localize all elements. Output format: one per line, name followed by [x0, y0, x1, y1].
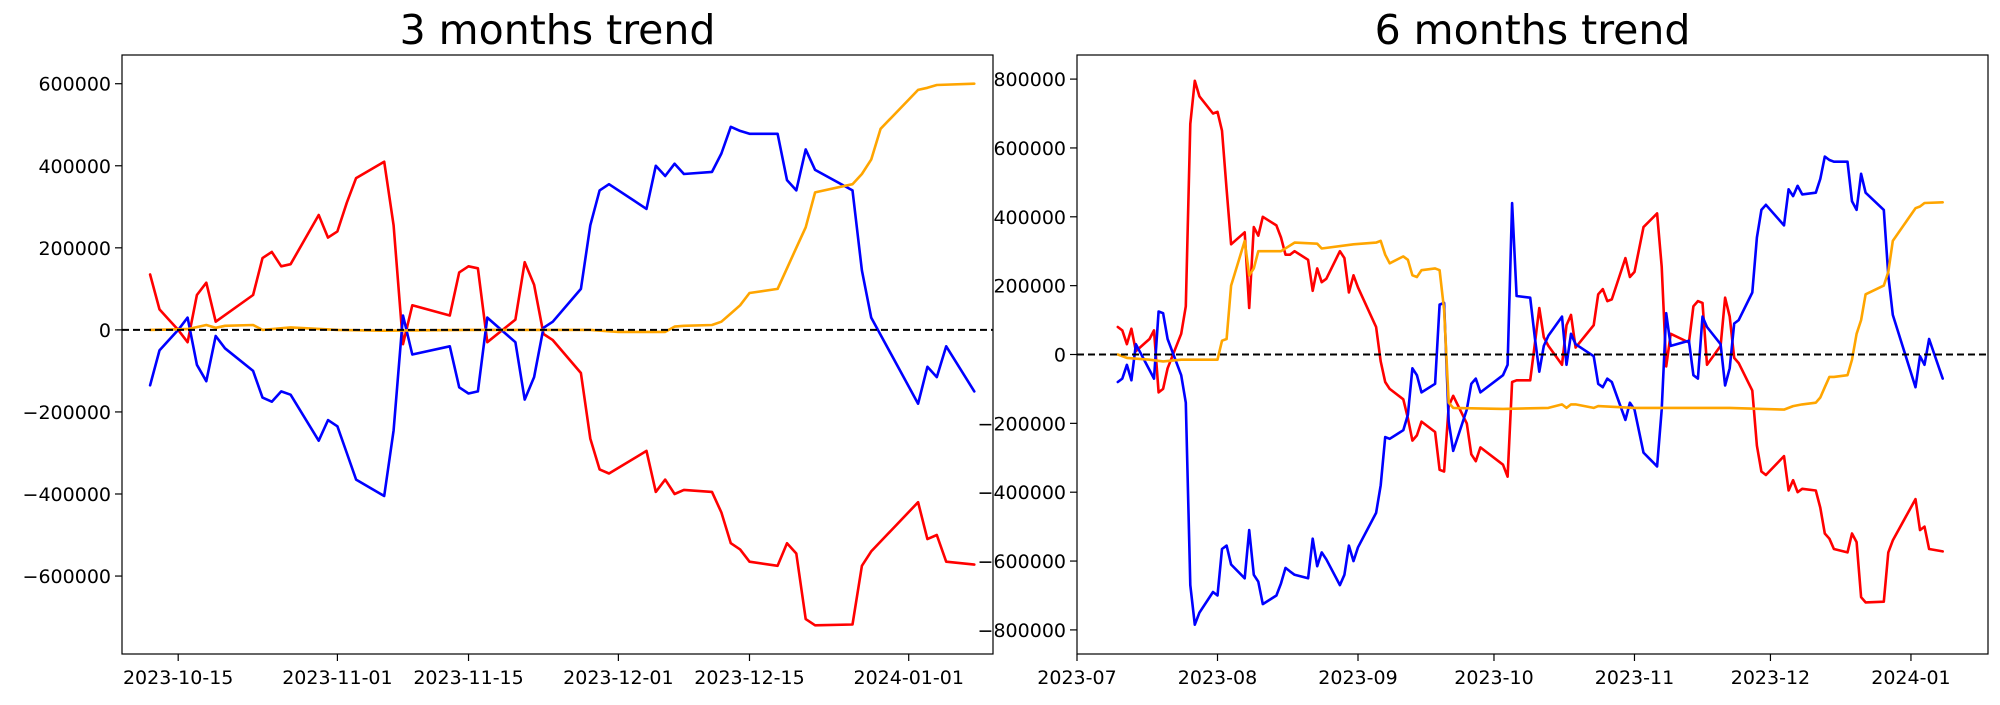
- x-tick-label: 2023-09: [1318, 667, 1397, 689]
- y-tick-label: 800000: [993, 69, 1066, 91]
- y-tick-label: −600000: [23, 566, 111, 588]
- y-tick-label: 600000: [38, 74, 111, 96]
- x-tick-label: 2024-01-01: [853, 667, 963, 689]
- x-tick-label: 2023-08: [1178, 667, 1257, 689]
- y-tick-label: 0: [1054, 345, 1066, 367]
- chart-title: 6 months trend: [1375, 6, 1691, 54]
- y-tick-label: 600000: [993, 138, 1066, 160]
- series-line-1: [1116, 79, 1944, 604]
- x-tick-label: 2023-11-01: [282, 667, 392, 689]
- y-tick-label: −200000: [23, 402, 111, 424]
- series-line-1: [148, 160, 976, 627]
- y-tick-label: 200000: [38, 238, 111, 260]
- chart-title: 3 months trend: [400, 6, 716, 54]
- y-tick-label: −400000: [23, 484, 111, 506]
- series-line-3: [148, 82, 976, 334]
- x-tick-label: 2023-11: [1595, 667, 1674, 689]
- x-tick-label: 2023-10: [1454, 667, 1533, 689]
- series-line-2: [1116, 155, 1944, 627]
- chart-panel-1: 3 months trend −600000 −400000 −200000 0 2000…: [23, 6, 994, 689]
- y-tick-label: −800000: [978, 620, 1066, 642]
- y-tick-label: 400000: [38, 156, 111, 178]
- x-tick-label: 2023-12-01: [563, 667, 673, 689]
- x-tick-label: 2024-01: [1871, 667, 1950, 689]
- y-tick-label: 400000: [993, 207, 1066, 229]
- y-tick-label: −200000: [978, 413, 1066, 435]
- chart-panel-2: 6 months trend −800000 −600000 −400000 −2000…: [978, 6, 1989, 689]
- x-tick-label: 2023-12: [1731, 667, 1810, 689]
- y-tick-label: 200000: [993, 276, 1066, 298]
- x-tick-label: 2023-12-15: [694, 667, 804, 689]
- y-tick-label: −400000: [978, 482, 1066, 504]
- y-tick-label: −600000: [978, 551, 1066, 573]
- series-line-2: [148, 125, 976, 498]
- x-tick-label: 2023-11-15: [413, 667, 523, 689]
- series-line-3: [1116, 201, 1944, 411]
- y-tick-label: 0: [99, 320, 111, 342]
- plot-frame: [121, 54, 994, 655]
- x-tick-label: 2023-10-15: [123, 667, 233, 689]
- x-tick-label: 2023-07: [1037, 667, 1116, 689]
